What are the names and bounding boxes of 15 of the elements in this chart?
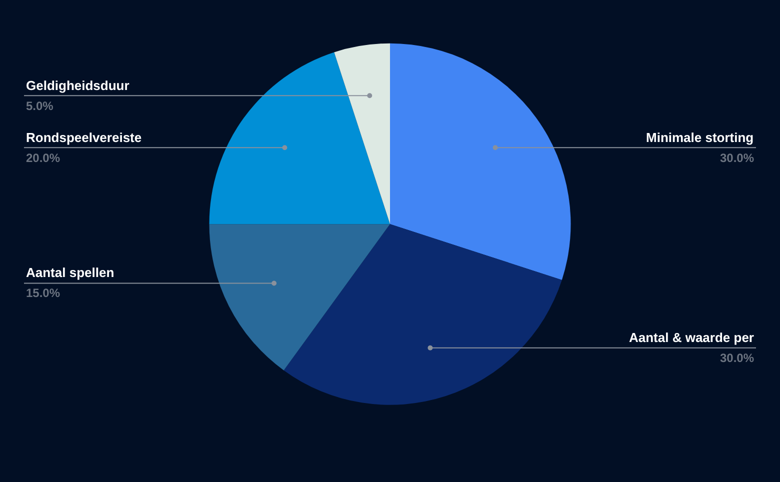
- slice-label: Minimale storting: [646, 130, 754, 145]
- pie-slice: [390, 43, 570, 280]
- pie-slice: [334, 43, 390, 224]
- slice-label: Aantal & waarde per: [629, 330, 754, 345]
- data-label: 30.0%: [720, 351, 754, 365]
- data-label: 5.0%: [26, 99, 54, 113]
- data-label: 15.0%: [26, 286, 60, 300]
- slice-label: Aantal spellen: [26, 265, 114, 280]
- data-label: 20.0%: [26, 151, 60, 165]
- slice-label: Rondspeelvereiste: [26, 130, 142, 145]
- data-label: 30.0%: [720, 151, 754, 165]
- slice-label: Geldigheidsduur: [26, 78, 130, 93]
- pie-slice: [284, 224, 562, 405]
- pie-slice: [209, 52, 390, 224]
- pie-slice: [209, 224, 390, 370]
